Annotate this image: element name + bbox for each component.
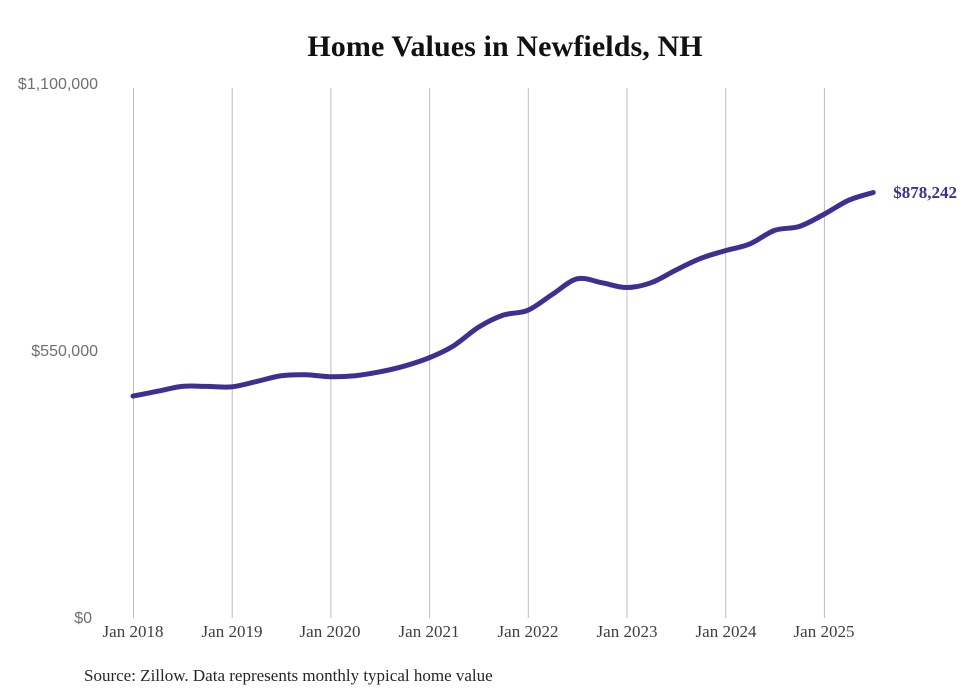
x-axis-tick-jan-2023: Jan 2023 xyxy=(596,622,658,641)
series-line-typical-home-value xyxy=(130,189,876,399)
x-axis-tick-jan-2021: Jan 2021 xyxy=(398,622,460,641)
page-title: Home Values in Newfields, NH xyxy=(307,30,703,63)
y-axis-tick-zero: $0 xyxy=(74,610,92,627)
gridlines xyxy=(133,88,825,618)
x-axis-tick-jan-2025: Jan 2025 xyxy=(793,622,855,641)
y-axis-tick-mid: $550,000 xyxy=(31,343,98,360)
x-axis-tick-jan-2020: Jan 2020 xyxy=(299,622,361,641)
x-axis-tick-jan-2024: Jan 2024 xyxy=(695,622,757,641)
source-note: Source: Zillow. Data represents monthly … xyxy=(84,666,493,685)
y-axis-tick-top: $1,100,000 xyxy=(17,76,98,93)
x-axis-tick-jan-2018: Jan 2018 xyxy=(102,622,164,641)
end-value-annotation: $878,242 xyxy=(893,183,957,203)
x-axis-tick-jan-2019: Jan 2019 xyxy=(201,622,263,641)
x-axis-tick-jan-2022: Jan 2022 xyxy=(497,622,559,641)
